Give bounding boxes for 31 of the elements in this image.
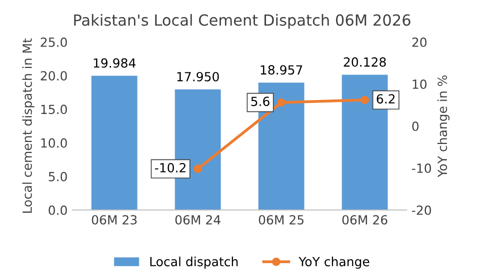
y2-tick-label: 10 — [412, 79, 426, 89]
data-label: 19.984 — [94, 58, 136, 68]
data-label: 5.6 — [251, 96, 270, 106]
data-label: 6.2 — [376, 94, 395, 104]
y2-tick-label: -20 — [412, 205, 432, 215]
y2-tick-label: 0 — [412, 121, 419, 131]
y2-tick-label: -10 — [412, 163, 432, 173]
point — [277, 98, 286, 107]
y-tick-label: 25.0 — [40, 37, 67, 47]
legend-label: YoY change — [298, 256, 370, 269]
point — [360, 96, 369, 104]
x-tick-label: 06M 26 — [342, 215, 388, 225]
legend-label: Local dispatch — [150, 256, 238, 269]
data-label: 17.950 — [177, 72, 219, 82]
y-tick-label: 5.0 — [48, 172, 67, 182]
chart-title: Pakistan's Local Cement Dispatch 06M 2026 — [74, 14, 410, 29]
x-tick-label: 06M 25 — [258, 215, 304, 225]
x-tick-label: 06M 24 — [175, 215, 220, 225]
data-label: 18.957 — [260, 65, 302, 75]
x-tick-label: 06M 23 — [92, 215, 137, 225]
y2-axis-title: YoY change in % — [437, 75, 450, 178]
data-label: 20.128 — [344, 57, 386, 67]
point — [194, 164, 202, 174]
y-tick-label: 20.0 — [40, 71, 67, 81]
y-tick-label: 15.0 — [41, 104, 67, 114]
bar — [91, 76, 138, 210]
y-tick-label: 0.0 — [48, 205, 67, 215]
y-axis-title: Local cement dispatch in Mt — [22, 38, 34, 213]
data-label: -10.2 — [154, 163, 186, 172]
y-tick-label: 10.0 — [41, 138, 67, 148]
y2-tick-label: 20 — [412, 37, 426, 47]
